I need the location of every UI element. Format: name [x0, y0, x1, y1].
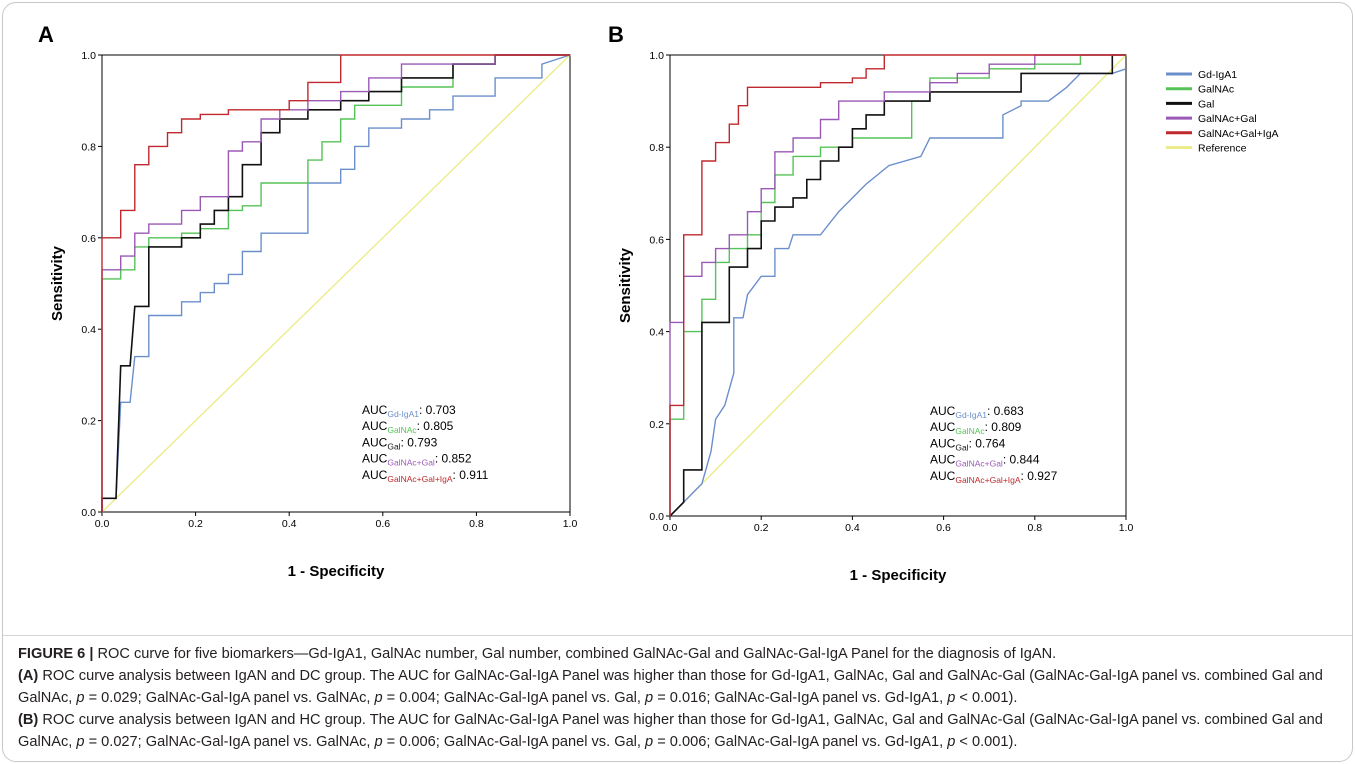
panel-b-series-galnac-gal	[669, 54, 1126, 516]
panel-a-y-tick-label: 1.0	[81, 50, 96, 62]
panel-a-auc-galnac-gal: AUCGalNAc+Gal: 0.852	[362, 452, 472, 468]
panel-a-series-galnac	[101, 54, 570, 512]
legend-label-galnac-gal: GalNAc+Gal	[1198, 113, 1257, 125]
roc-figure: A 0.0 0.2 0.4 0.6 0.8 1.0 0.0 0.2 0.4 0.6 0.8 1.0 1 -…	[38, 22, 1279, 584]
panel-a-y-tick-label: 0.8	[81, 141, 96, 153]
panel-a-auc-gal: AUCGal: 0.793	[362, 435, 438, 451]
caption-panel-a-paragraph: (A) ROC curve analysis between IgAN and …	[18, 665, 1340, 709]
figure-caption: FIGURE 6 | ROC curve for five biomarkers…	[18, 643, 1340, 753]
panel-b-x-tick-label: 0.6	[936, 522, 951, 534]
panel-a-x-tick-label: 0.8	[469, 518, 484, 530]
legend-label-gal: Gal	[1198, 98, 1214, 110]
panel-a-series-galnac-gal	[101, 54, 570, 512]
panel-b-series-gd-iga1	[669, 68, 1127, 517]
legend-label-galnac: GalNAc	[1198, 84, 1234, 96]
panel-b-x-tick-label: 0.2	[754, 522, 769, 534]
panel-a-auc-gd-iga1: AUCGd-IgA1: 0.703	[362, 403, 456, 419]
caption-panel-b-label: (B)	[18, 712, 39, 728]
panel-b-auc-gal: AUCGal: 0.764	[930, 436, 1006, 452]
panel-b-x-tick-label: 0.0	[663, 522, 678, 534]
panel-b-auc-gd-iga1: AUCGd-IgA1: 0.683	[930, 404, 1024, 420]
caption-panel-b-text: ROC curve analysis between IgAN and HC g…	[18, 712, 1323, 750]
panel-b-x-axis-label: 1 - Specificity	[850, 567, 947, 584]
panel-b-y-tick-label: 0.6	[649, 234, 664, 246]
panel-a-x-tick-label: 1.0	[563, 518, 578, 530]
panel-a-y-axis-label: Sensitivity	[49, 245, 66, 321]
panel-b-auc-galnac-gal: AUCGalNAc+Gal: 0.844	[930, 453, 1040, 469]
panel-a-x-tick-label: 0.2	[188, 518, 203, 530]
panel-b-series-gal	[669, 54, 1126, 517]
caption-panel-a-text: ROC curve analysis between IgAN and DC g…	[18, 668, 1323, 706]
legend-label-galnac-gal-iga: GalNAc+Gal+IgA	[1198, 128, 1279, 140]
panel-b-y-tick-label: 0.4	[649, 327, 664, 339]
panel-b-y-tick-label: 0.2	[649, 419, 664, 431]
caption-title-paragraph: FIGURE 6 | ROC curve for five biomarkers…	[18, 643, 1340, 665]
panel-b-y-tick-label: 0.8	[649, 142, 664, 154]
panel-a-x-axis-label: 1 - Specificity	[288, 563, 385, 580]
panel-a-series-gd-iga1	[101, 54, 571, 512]
panel-b-y-axis-label: Sensitivity	[617, 247, 634, 323]
panel-a-letter: A	[38, 22, 54, 47]
panel-a-series-reference	[101, 54, 571, 513]
figure-label: FIGURE 6 |	[18, 646, 94, 662]
panel-b-letter: B	[608, 22, 624, 47]
panel-b-y-tick-label: 1.0	[649, 50, 664, 62]
panel-b-series-reference	[669, 54, 1127, 517]
panel-b-x-tick-label: 1.0	[1119, 522, 1134, 534]
panel-b-x-tick-label: 0.4	[845, 522, 860, 534]
panel-b-x-tick-label: 0.8	[1027, 522, 1042, 534]
panel-b-chart: B 0.0 0.2 0.4 0.6 0.8 1.0 0.0 0.2 0.4 0.6 0.8 1.0 1 -…	[608, 22, 1279, 584]
legend-label-reference: Reference	[1198, 143, 1247, 155]
panel-b-y-tick-label: 0.0	[649, 511, 664, 523]
panel-a-x-tick-label: 0.4	[282, 518, 297, 530]
caption-divider	[3, 635, 1352, 636]
panel-a-x-tick-label: 0.6	[375, 518, 390, 530]
panel-a-x-tick-label: 0.0	[95, 518, 110, 530]
caption-title: ROC curve for five biomarkers—Gd-IgA1, G…	[93, 646, 1057, 662]
caption-panel-a-label: (A)	[18, 668, 39, 684]
legend-label-gd-iga1: Gd-IgA1	[1198, 69, 1237, 81]
panel-b-auc-galnac: AUCGalNAc: 0.809	[930, 420, 1022, 436]
panel-a-auc-galnac-gal-iga: AUCGalNAc+Gal+IgA: 0.911	[362, 468, 489, 484]
panel-a-chart: A 0.0 0.2 0.4 0.6 0.8 1.0 0.0 0.2 0.4 0.6 0.8 1.0 1 -…	[38, 22, 577, 580]
panel-a-y-tick-label: 0.6	[81, 233, 96, 245]
panel-b-auc-galnac-gal-iga: AUCGalNAc+Gal+IgA: 0.927	[930, 469, 1058, 485]
panel-a-auc-galnac: AUCGalNAc: 0.805	[362, 419, 454, 435]
caption-panel-b-paragraph: (B) ROC curve analysis between IgAN and …	[18, 709, 1340, 753]
panel-a-series-galnac-gal-iga	[101, 54, 570, 512]
panel-a-y-tick-label: 0.2	[81, 416, 96, 428]
panel-b-series-galnac-gal-iga	[669, 54, 1126, 516]
panel-a-y-tick-label: 0.4	[81, 324, 96, 336]
panel-a-y-tick-label: 0.0	[81, 507, 96, 519]
panel-a-series-gal	[101, 54, 570, 512]
